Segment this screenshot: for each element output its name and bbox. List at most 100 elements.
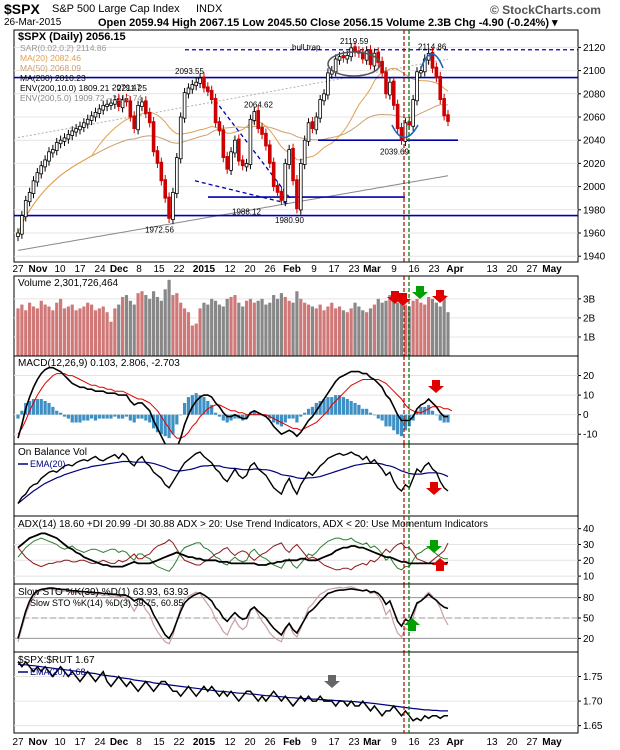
x-axis-label: May: [542, 737, 562, 748]
price-candle: [54, 142, 59, 152]
price-candle: [438, 76, 443, 101]
price-candle: [283, 162, 288, 202]
adx-tick-label: 40: [583, 524, 595, 535]
volume-bar: [380, 302, 384, 356]
volume-bar: [419, 302, 423, 356]
volume-bar: [210, 298, 214, 356]
price-annotation: 1980.90: [275, 216, 304, 225]
volume-bar: [318, 304, 322, 356]
volume-bar: [314, 308, 318, 356]
macd-histogram-bar: [314, 402, 318, 415]
volume-bar: [372, 304, 376, 356]
macd-histogram-bar: [306, 408, 311, 415]
x-axis-label: 2015: [193, 737, 216, 748]
volume-bar: [299, 298, 303, 356]
x-axis-label: 2015: [193, 264, 216, 275]
plus-di-line: [17, 537, 448, 572]
volume-bar: [384, 300, 388, 356]
volume-bar: [78, 308, 82, 356]
price-candle: [198, 77, 202, 84]
macd-histogram-bar: [380, 414, 384, 421]
macd-histogram-bar: [179, 414, 183, 416]
ratio-tick-label: 1.75: [583, 672, 603, 683]
macd-histogram-bar: [330, 397, 334, 415]
chart-header: $SPX S&P 500 Large Cap Index INDX © Stoc…: [0, 0, 620, 30]
macd-histogram-bar: [55, 410, 59, 415]
price-candle: [221, 129, 226, 158]
price-candle: [206, 86, 210, 92]
adx-tick-label: 10: [583, 572, 595, 583]
obv-panel: [13, 443, 579, 517]
macd-histogram-bar: [256, 412, 260, 415]
price-annotation: 2119.59: [340, 37, 369, 46]
volume-bar: [221, 306, 225, 356]
trendline-lower: [194, 180, 291, 205]
macd-histogram-bar: [283, 414, 287, 423]
price-candle: [217, 121, 222, 132]
volume-bar: [90, 304, 94, 356]
macd-histogram-bar: [43, 400, 47, 415]
x-axis-label: 8: [136, 737, 142, 748]
volume-bar: [206, 304, 210, 356]
volume-bar: [179, 302, 183, 356]
x-axis-label: 17: [328, 737, 340, 748]
price-candle: [167, 196, 171, 219]
macd-histogram-bar: [264, 414, 268, 417]
price-candle: [434, 66, 439, 78]
x-axis-label: 20: [244, 264, 256, 275]
macd-histogram-bar: [210, 404, 214, 415]
stochastic-tick-label: 80: [583, 593, 595, 604]
price-candle: [47, 151, 51, 162]
macd-histogram-bar: [353, 402, 357, 415]
volume-bar: [446, 312, 450, 356]
volume-tick-label: 1B: [583, 332, 596, 343]
obv-red-arrow: [426, 482, 442, 495]
price-candle: [264, 132, 268, 147]
macd-histogram-bar: [66, 414, 70, 419]
macd-histogram-bar: [334, 395, 338, 415]
price-candle: [155, 150, 160, 164]
price-candle: [244, 162, 249, 168]
macd-histogram-bar: [190, 395, 194, 415]
x-axis-label: 16: [408, 737, 420, 748]
price-candle: [295, 179, 299, 210]
volume-bar: [430, 298, 435, 356]
price-candle: [415, 71, 419, 102]
stochastic-tick-label: 50: [583, 614, 595, 625]
volume-bar: [264, 304, 268, 356]
macd-histogram-bar: [82, 414, 86, 421]
x-axis-label: 12: [224, 737, 236, 748]
price-annotation: 2114.86: [418, 42, 447, 51]
volume-bar: [244, 300, 249, 356]
price-candle: [128, 100, 133, 118]
price-candle: [252, 111, 257, 121]
macd-histogram-bar: [446, 414, 450, 423]
adx-title: ADX(14) 18.60 +DI 20.99 -DI 30.88 ADX > …: [18, 519, 488, 530]
volume-bar: [357, 306, 361, 356]
x-axis-label: 9: [311, 264, 317, 275]
price-panel: [13, 29, 579, 263]
price-candle: [43, 159, 47, 168]
macd-histogram-bar: [86, 414, 90, 421]
macd-histogram-bar: [303, 412, 307, 415]
ratio-gray-arrow: [324, 675, 340, 688]
volume-bar: [101, 306, 105, 356]
volume-bar: [434, 302, 438, 356]
macd-histogram-bar: [47, 402, 51, 415]
volume-bar: [252, 302, 256, 356]
macd-histogram-bar: [345, 399, 349, 415]
price-annotation: 1972.56: [145, 225, 174, 234]
macd-histogram-bar: [124, 414, 129, 417]
volume-title: Volume 2,301,726,464: [18, 278, 119, 289]
volume-bar: [365, 312, 369, 356]
macd-histogram-bar: [97, 414, 101, 419]
price-candle: [310, 121, 315, 129]
price-candle: [27, 191, 32, 203]
volume-bar: [361, 310, 365, 356]
price-candle: [194, 81, 198, 87]
price-candle: [140, 101, 144, 107]
volume-bar: [31, 306, 36, 356]
price-candle: [51, 149, 55, 154]
volume-bar: [117, 304, 121, 356]
volume-bar: [295, 291, 299, 356]
